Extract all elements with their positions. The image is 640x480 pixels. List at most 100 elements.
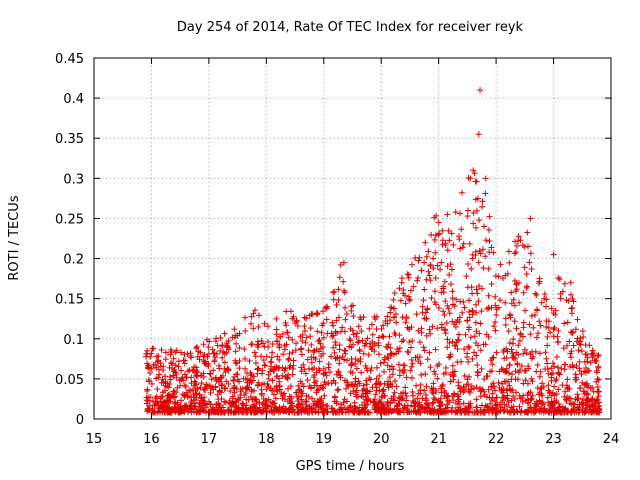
data-point — [472, 319, 479, 326]
data-point — [492, 327, 499, 334]
data-point — [384, 313, 391, 320]
data-point — [271, 391, 278, 398]
data-point — [394, 346, 401, 353]
data-point — [528, 355, 535, 362]
data-point — [408, 261, 415, 268]
data-point — [378, 325, 385, 332]
data-point — [420, 344, 427, 351]
data-point — [290, 357, 297, 364]
data-point — [276, 356, 283, 363]
data-point — [526, 259, 533, 266]
data-point — [554, 364, 561, 371]
data-point — [302, 328, 309, 335]
data-point — [409, 337, 416, 344]
data-point — [508, 300, 515, 307]
data-point — [412, 254, 419, 261]
data-point — [170, 355, 177, 362]
data-point — [520, 324, 527, 331]
data-point — [319, 308, 326, 315]
data-point — [516, 299, 523, 306]
data-point — [527, 331, 534, 338]
data-point — [402, 319, 409, 326]
data-point — [478, 387, 485, 394]
data-point — [452, 209, 459, 216]
data-point — [335, 314, 342, 321]
data-point — [551, 363, 558, 370]
data-point — [358, 369, 365, 376]
data-point — [381, 380, 388, 387]
data-point — [473, 309, 480, 316]
data-point — [340, 278, 347, 285]
data-point — [396, 345, 403, 352]
data-point — [335, 286, 342, 293]
data-point — [500, 275, 507, 282]
data-point — [401, 362, 408, 369]
data-point — [485, 226, 492, 233]
data-point — [436, 305, 443, 312]
data-point — [258, 386, 265, 393]
data-point — [466, 324, 473, 331]
data-point — [473, 339, 480, 346]
data-point — [342, 316, 349, 323]
data-point — [418, 267, 425, 274]
data-point — [533, 334, 540, 341]
data-point — [457, 210, 464, 217]
data-point — [595, 399, 602, 406]
data-point — [397, 297, 404, 304]
data-point — [156, 371, 163, 378]
data-point — [583, 351, 590, 358]
data-point — [298, 345, 305, 352]
data-point — [386, 374, 393, 381]
data-point — [542, 349, 549, 356]
data-point — [443, 319, 450, 326]
data-point — [445, 305, 452, 312]
data-point — [221, 398, 228, 405]
data-point — [379, 333, 386, 340]
data-point — [403, 374, 410, 381]
data-point — [567, 279, 574, 286]
data-point — [289, 366, 296, 373]
data-point — [289, 336, 296, 343]
data-point — [464, 213, 471, 220]
data-point — [534, 362, 541, 369]
data-point — [555, 339, 562, 346]
data-point — [431, 368, 438, 375]
data-point — [511, 318, 518, 325]
data-point — [323, 305, 330, 312]
data-point — [344, 357, 351, 364]
data-point — [540, 383, 547, 390]
data-point — [574, 316, 581, 323]
data-point — [273, 326, 280, 333]
data-point — [225, 380, 232, 387]
data-point — [578, 371, 585, 378]
data-point — [509, 340, 516, 347]
data-point — [432, 371, 439, 378]
data-point — [293, 340, 300, 347]
data-point — [377, 360, 384, 367]
data-point — [508, 346, 515, 353]
data-point — [221, 350, 228, 357]
data-point — [336, 346, 343, 353]
data-point — [409, 360, 416, 367]
data-point — [428, 231, 435, 238]
data-point — [449, 338, 456, 345]
data-point — [169, 360, 176, 367]
data-point — [578, 348, 585, 355]
data-point — [544, 394, 551, 401]
data-point — [342, 385, 349, 392]
data-point — [372, 391, 379, 398]
data-point — [561, 320, 568, 327]
data-point — [418, 371, 425, 378]
data-point — [342, 304, 349, 311]
data-point — [566, 338, 573, 345]
data-point — [521, 346, 528, 353]
data-point — [232, 348, 239, 355]
data-point — [252, 307, 259, 314]
data-point — [483, 403, 490, 410]
data-point — [466, 314, 473, 321]
data-point — [387, 309, 394, 316]
data-point — [355, 323, 362, 330]
data-point — [482, 237, 489, 244]
data-point — [366, 375, 373, 382]
